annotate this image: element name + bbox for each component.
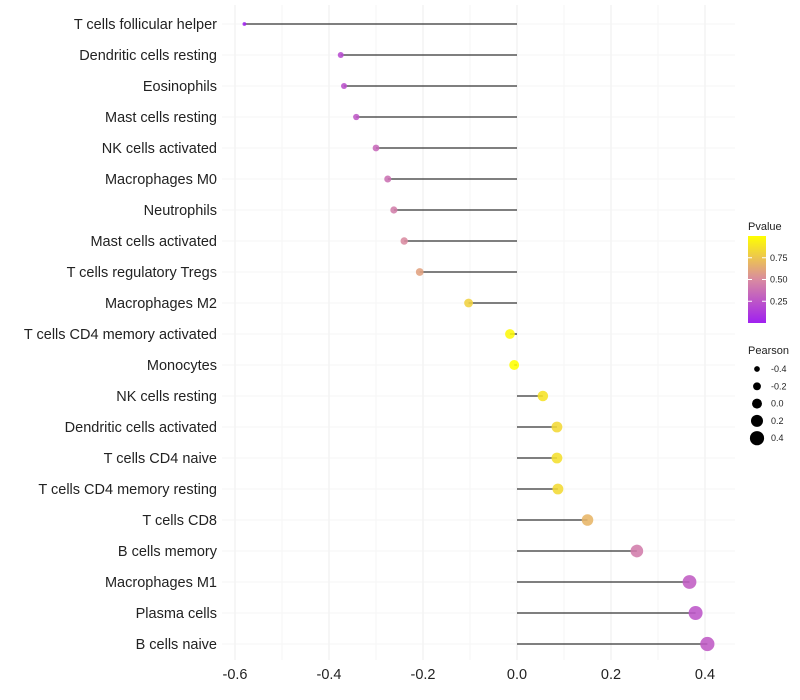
lollipop-point [581, 514, 594, 526]
pearson-legend-dot [750, 414, 764, 427]
category-label: T cells CD4 memory resting [38, 482, 217, 498]
lollipop-point [384, 175, 392, 183]
lollipop-point [415, 268, 424, 276]
category-label: NK cells resting [116, 389, 217, 405]
lollipop-point [509, 360, 520, 370]
category-label: Mast cells resting [105, 110, 217, 126]
pearson-legend-dot [754, 366, 760, 372]
pvalue-legend-ticks: 0.25 0.50 0.75 [748, 253, 788, 306]
lollipop-point [700, 636, 715, 652]
pearson-legend-label: 0.0 [771, 399, 784, 409]
category-label: T cells CD8 [142, 513, 217, 529]
lollipop-point [682, 575, 697, 589]
x-axis-tick-labels: -0.6 -0.4 -0.2 0.0 0.2 0.4 [223, 667, 716, 683]
category-labels: T cells follicular helper Dendritic cells… [24, 17, 218, 653]
pearson-legend-items: -0.4 -0.2 0.0 0.2 0.4 [749, 364, 787, 446]
pvalue-legend: Pvalue 0.25 0.50 0.75 [748, 221, 788, 323]
category-label: T cells regulatory Tregs [67, 265, 217, 281]
category-label: Macrophages M0 [105, 172, 217, 188]
point-layer [242, 22, 715, 652]
pvalue-colorbar [748, 236, 766, 323]
category-label: Mast cells activated [90, 234, 217, 250]
category-label: Macrophages M1 [105, 575, 217, 591]
category-label: Neutrophils [144, 203, 217, 219]
lollipop-point [630, 544, 644, 558]
category-label: B cells naive [136, 637, 217, 653]
x-tick-label: 0.2 [601, 667, 621, 683]
pvalue-tick-label: 0.75 [770, 253, 788, 263]
lollipop-point [372, 144, 380, 152]
category-label: T cells CD4 naive [104, 451, 217, 467]
category-label: Plasma cells [136, 606, 217, 622]
lollipop-point [552, 483, 564, 495]
category-label: Dendritic cells activated [65, 420, 217, 436]
category-label: T cells CD4 memory activated [24, 327, 217, 343]
pearson-legend-title: Pearson [748, 345, 789, 357]
pvalue-tick-label: 0.25 [770, 296, 788, 306]
lollipop-point [688, 606, 703, 620]
x-tick-label: -0.4 [317, 667, 342, 683]
lollipop-point [341, 82, 348, 90]
category-label: Macrophages M2 [105, 296, 217, 312]
lollipop-point [242, 22, 247, 26]
grid-layer [222, 5, 735, 660]
lollipop-point [505, 329, 515, 339]
pearson-legend-label: -0.4 [771, 364, 787, 374]
category-label: Eosinophils [143, 79, 217, 95]
x-tick-label: -0.2 [411, 667, 436, 683]
category-label: NK cells activated [102, 141, 217, 157]
category-label: T cells follicular helper [74, 17, 217, 33]
lollipop-point [400, 237, 408, 245]
pearson-legend-dot [749, 431, 765, 446]
pearson-legend-label: 0.4 [771, 433, 784, 443]
lollipop-point [537, 390, 549, 402]
x-tick-label: -0.6 [223, 667, 248, 683]
pvalue-tick-label: 0.50 [770, 275, 788, 285]
pearson-legend-label: -0.2 [771, 381, 787, 391]
lollipop-point [551, 452, 563, 464]
pearson-legend-dot [752, 398, 762, 409]
lollipop-point [353, 113, 360, 121]
pearson-legend-label: 0.2 [771, 416, 784, 426]
category-label: B cells memory [118, 544, 218, 560]
lollipop-point [464, 298, 474, 308]
lollipop-point [337, 52, 344, 58]
x-tick-label: 0.0 [507, 667, 527, 683]
lollipop-point [551, 421, 563, 433]
category-label: Monocytes [147, 358, 217, 374]
pearson-legend-dot [753, 382, 761, 391]
pearson-legend: Pearson -0.4 -0.2 0.0 0.2 0.4 [748, 345, 789, 446]
category-label: Dendritic cells resting [79, 48, 217, 64]
lollipop-point [390, 206, 398, 214]
stem-layer [244, 23, 708, 645]
x-tick-label: 0.4 [695, 667, 715, 683]
pvalue-legend-title: Pvalue [748, 221, 782, 233]
